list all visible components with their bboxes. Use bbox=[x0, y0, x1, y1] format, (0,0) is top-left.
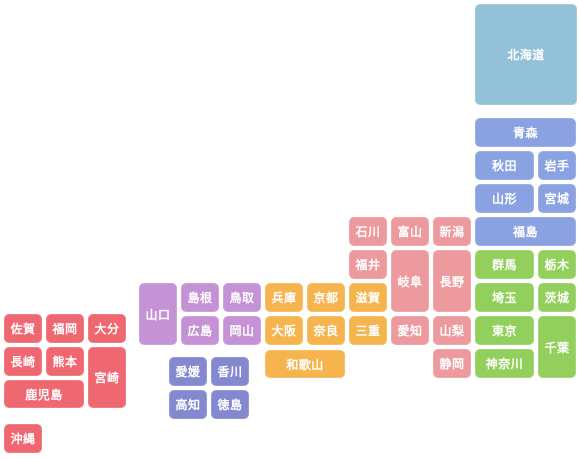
pref-shiga[interactable]: 滋賀 bbox=[349, 283, 387, 312]
pref-kochi[interactable]: 高知 bbox=[169, 390, 207, 419]
pref-hyogo[interactable]: 兵庫 bbox=[265, 283, 303, 312]
pref-shimane[interactable]: 島根 bbox=[181, 283, 219, 312]
pref-osaka[interactable]: 大阪 bbox=[265, 316, 303, 345]
pref-aichi[interactable]: 愛知 bbox=[391, 316, 429, 345]
pref-yamaguchi[interactable]: 山口 bbox=[139, 283, 177, 345]
pref-saitama[interactable]: 埼玉 bbox=[475, 283, 534, 312]
pref-nara[interactable]: 奈良 bbox=[307, 316, 345, 345]
pref-kagoshima[interactable]: 鹿児島 bbox=[4, 380, 84, 408]
pref-aomori[interactable]: 青森 bbox=[475, 118, 576, 147]
pref-kanagawa[interactable]: 神奈川 bbox=[475, 349, 534, 378]
pref-tochigi[interactable]: 栃木 bbox=[538, 250, 576, 279]
pref-ishikawa[interactable]: 石川 bbox=[349, 217, 387, 246]
pref-oita[interactable]: 大分 bbox=[88, 314, 126, 343]
pref-iwate[interactable]: 岩手 bbox=[538, 151, 576, 180]
pref-kyoto[interactable]: 京都 bbox=[307, 283, 345, 312]
pref-tokushima[interactable]: 徳島 bbox=[211, 390, 249, 419]
pref-ehime[interactable]: 愛媛 bbox=[169, 357, 207, 386]
pref-wakayama[interactable]: 和歌山 bbox=[265, 350, 345, 378]
pref-niigata[interactable]: 新潟 bbox=[433, 217, 471, 246]
pref-yamagata[interactable]: 山形 bbox=[475, 184, 534, 213]
pref-nagasaki[interactable]: 長崎 bbox=[4, 347, 42, 376]
pref-okayama[interactable]: 岡山 bbox=[223, 316, 261, 345]
pref-miyazaki[interactable]: 宮崎 bbox=[88, 347, 126, 408]
pref-gunma[interactable]: 群馬 bbox=[475, 250, 534, 279]
pref-okinawa[interactable]: 沖縄 bbox=[4, 424, 42, 453]
pref-toyama[interactable]: 富山 bbox=[391, 217, 429, 246]
pref-fukuoka[interactable]: 福岡 bbox=[46, 314, 84, 343]
pref-tokyo[interactable]: 東京 bbox=[475, 316, 534, 345]
pref-ibaraki[interactable]: 茨城 bbox=[538, 283, 576, 312]
pref-fukushima[interactable]: 福島 bbox=[475, 217, 576, 246]
pref-miyagi[interactable]: 宮城 bbox=[538, 184, 576, 213]
pref-fukui[interactable]: 福井 bbox=[349, 250, 387, 279]
pref-kagawa[interactable]: 香川 bbox=[211, 357, 249, 386]
pref-yamanashi[interactable]: 山梨 bbox=[433, 316, 471, 345]
pref-tottori[interactable]: 鳥取 bbox=[223, 283, 261, 312]
pref-hiroshima[interactable]: 広島 bbox=[181, 316, 219, 345]
pref-akita[interactable]: 秋田 bbox=[475, 151, 534, 180]
pref-chiba[interactable]: 千葉 bbox=[538, 316, 576, 378]
pref-shizuoka[interactable]: 静岡 bbox=[433, 349, 471, 378]
pref-mie[interactable]: 三重 bbox=[349, 316, 387, 345]
pref-saga[interactable]: 佐賀 bbox=[4, 314, 42, 343]
pref-gifu[interactable]: 岐阜 bbox=[391, 250, 429, 312]
pref-kumamoto[interactable]: 熊本 bbox=[46, 347, 84, 376]
pref-nagano[interactable]: 長野 bbox=[433, 250, 471, 312]
pref-hokkaido[interactable]: 北海道 bbox=[475, 4, 577, 105]
